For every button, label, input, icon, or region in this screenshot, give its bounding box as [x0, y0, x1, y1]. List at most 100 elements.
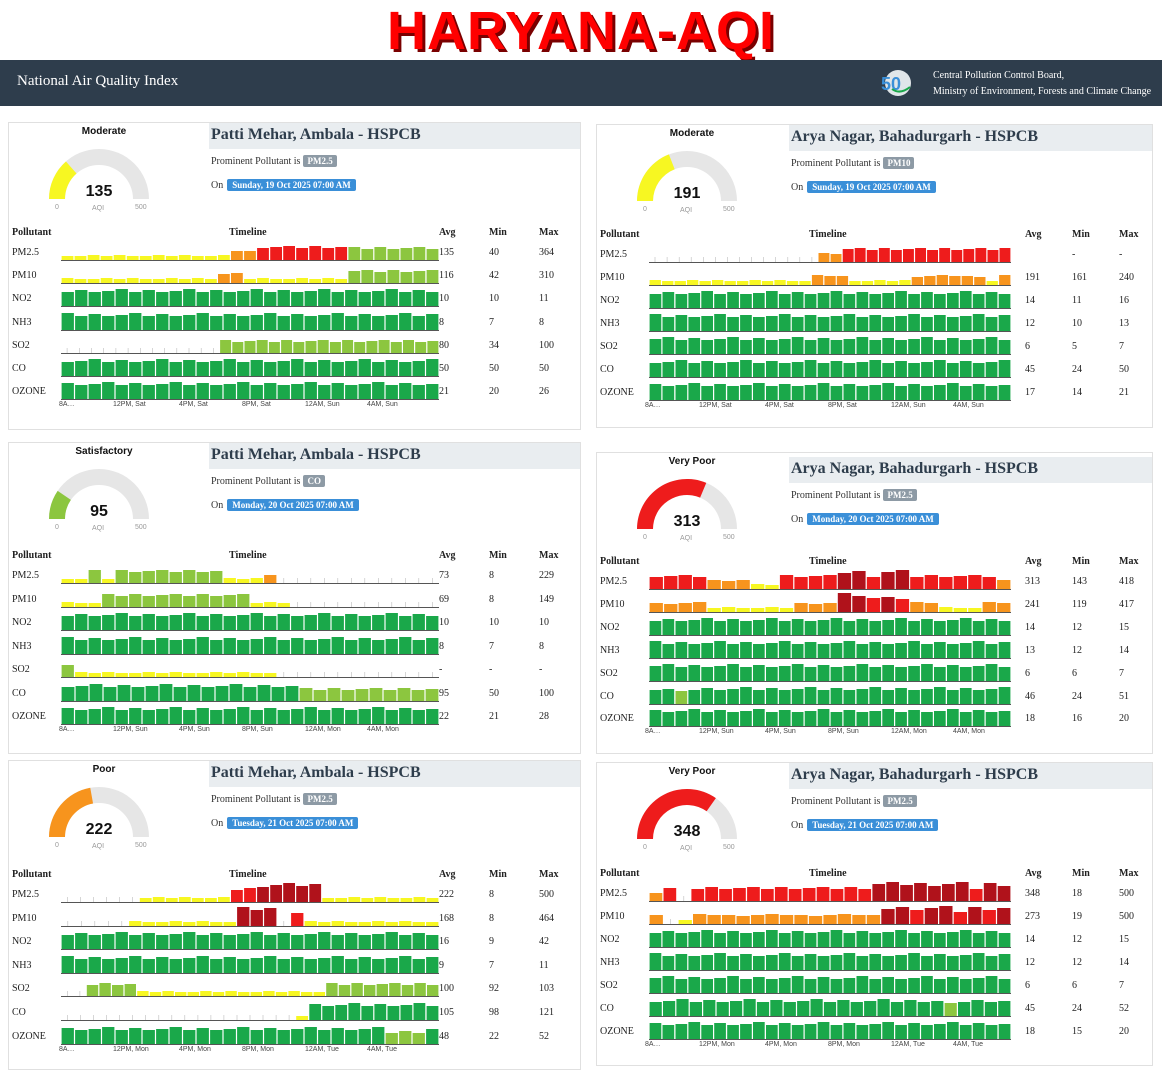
- timeline-bar[interactable]: [361, 898, 374, 902]
- timeline-bar[interactable]: [998, 340, 1011, 354]
- timeline-bar[interactable]: [387, 1006, 400, 1020]
- timeline-bar[interactable]: [75, 1029, 88, 1044]
- timeline-bar[interactable]: [719, 889, 732, 901]
- timeline-bar[interactable]: [856, 712, 869, 727]
- timeline-bar[interactable]: [779, 915, 794, 924]
- timeline-bar[interactable]: [385, 921, 398, 926]
- timeline-bar[interactable]: [75, 361, 88, 376]
- timeline-bar[interactable]: [934, 666, 946, 681]
- timeline-bar[interactable]: [662, 976, 675, 993]
- timeline-bar[interactable]: [397, 687, 411, 701]
- timeline-bar[interactable]: [196, 593, 209, 607]
- timeline-bar[interactable]: [88, 709, 101, 724]
- timeline-bar[interactable]: [972, 665, 985, 681]
- timeline-bar[interactable]: [427, 340, 439, 353]
- timeline-bar[interactable]: [968, 575, 982, 589]
- timeline-bar[interactable]: [374, 247, 387, 260]
- timeline-bar[interactable]: [794, 915, 808, 924]
- timeline-bar[interactable]: [985, 712, 998, 727]
- pollutant-timeline[interactable]: [649, 1020, 1011, 1040]
- timeline-bar[interactable]: [291, 956, 304, 973]
- timeline-bar[interactable]: [955, 882, 969, 901]
- timeline-bar[interactable]: [649, 1002, 662, 1016]
- timeline-bar[interactable]: [331, 935, 344, 950]
- timeline-bar[interactable]: [264, 708, 277, 724]
- timeline-bar[interactable]: [852, 595, 866, 612]
- timeline-bar[interactable]: [250, 602, 263, 607]
- timeline-bar[interactable]: [331, 955, 344, 973]
- timeline-bar[interactable]: [142, 315, 155, 330]
- timeline-bar[interactable]: [364, 985, 376, 997]
- timeline-bar[interactable]: [399, 616, 412, 630]
- timeline-bar[interactable]: [348, 897, 361, 902]
- timeline-bar[interactable]: [830, 642, 843, 658]
- timeline-bar[interactable]: [770, 1000, 783, 1016]
- pollutant-timeline[interactable]: [649, 707, 1011, 728]
- timeline-bar[interactable]: [843, 689, 856, 704]
- timeline-bar[interactable]: [210, 385, 223, 400]
- timeline-bar[interactable]: [427, 985, 439, 997]
- timeline-bar[interactable]: [743, 999, 756, 1016]
- timeline-bar[interactable]: [183, 289, 196, 307]
- timeline-bar[interactable]: [159, 683, 173, 701]
- timeline-bar[interactable]: [291, 935, 304, 950]
- timeline-bar[interactable]: [75, 933, 88, 950]
- timeline-bar[interactable]: [250, 909, 263, 926]
- timeline-bar[interactable]: [804, 666, 817, 681]
- timeline-bar[interactable]: [361, 249, 374, 260]
- timeline-bar[interactable]: [304, 1026, 317, 1044]
- timeline-bar[interactable]: [714, 294, 726, 308]
- timeline-bar[interactable]: [830, 1025, 843, 1039]
- pollutant-timeline[interactable]: [61, 977, 439, 998]
- timeline-bar[interactable]: [791, 1025, 804, 1039]
- timeline-bar[interactable]: [749, 280, 761, 285]
- timeline-bar[interactable]: [843, 978, 856, 993]
- timeline-bar[interactable]: [817, 363, 830, 377]
- timeline-bar[interactable]: [61, 292, 74, 307]
- timeline-bar[interactable]: [142, 710, 155, 724]
- timeline-bar[interactable]: [915, 248, 926, 262]
- timeline-bar[interactable]: [895, 712, 907, 727]
- timeline-bar[interactable]: [999, 275, 1011, 285]
- timeline-bar[interactable]: [102, 315, 115, 330]
- timeline-bar[interactable]: [257, 248, 269, 260]
- timeline-bar[interactable]: [281, 339, 293, 353]
- timeline-bar[interactable]: [882, 643, 894, 658]
- timeline-bar[interactable]: [874, 280, 886, 285]
- timeline-bar[interactable]: [921, 712, 933, 727]
- timeline-bar[interactable]: [998, 954, 1011, 970]
- timeline-bar[interactable]: [837, 592, 852, 612]
- timeline-bar[interactable]: [318, 289, 331, 307]
- timeline-bar[interactable]: [196, 955, 209, 973]
- timeline-bar[interactable]: [778, 978, 791, 993]
- timeline-bar[interactable]: [810, 999, 823, 1016]
- timeline-bar[interactable]: [385, 932, 398, 950]
- timeline-bar[interactable]: [142, 958, 155, 973]
- timeline-bar[interactable]: [291, 912, 304, 926]
- timeline-bar[interactable]: [816, 887, 830, 901]
- timeline-bar[interactable]: [175, 992, 187, 997]
- timeline-bar[interactable]: [895, 386, 907, 400]
- timeline-bar[interactable]: [869, 711, 882, 727]
- timeline-bar[interactable]: [331, 636, 344, 654]
- timeline-bar[interactable]: [296, 1016, 308, 1020]
- timeline-bar[interactable]: [878, 248, 890, 262]
- timeline-bar[interactable]: [740, 711, 752, 727]
- timeline-bar[interactable]: [115, 360, 128, 376]
- timeline-bar[interactable]: [872, 884, 886, 901]
- timeline-bar[interactable]: [61, 383, 74, 400]
- timeline-bar[interactable]: [985, 317, 998, 331]
- timeline-bar[interactable]: [210, 710, 223, 724]
- timeline-bar[interactable]: [791, 688, 804, 704]
- timeline-bar[interactable]: [895, 316, 907, 331]
- timeline-bar[interactable]: [61, 256, 74, 260]
- timeline-bar[interactable]: [139, 256, 152, 260]
- timeline-bar[interactable]: [358, 359, 371, 376]
- timeline-bar[interactable]: [921, 618, 933, 635]
- pollutant-timeline[interactable]: [649, 570, 1011, 590]
- timeline-bar[interactable]: [399, 1030, 412, 1044]
- timeline-bar[interactable]: [304, 639, 317, 654]
- timeline-bar[interactable]: [115, 673, 128, 677]
- timeline-bar[interactable]: [169, 934, 182, 950]
- timeline-bar[interactable]: [856, 292, 869, 308]
